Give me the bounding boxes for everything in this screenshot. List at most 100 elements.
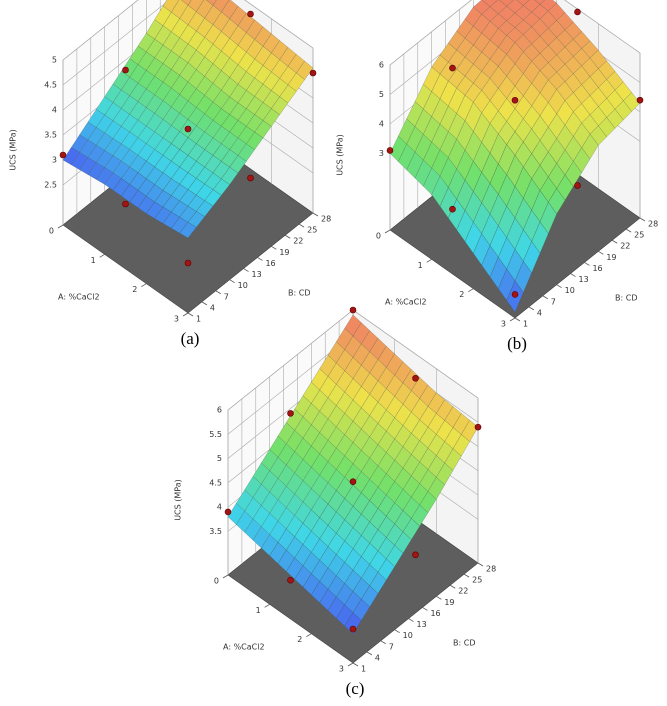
x-tick-label: 3 bbox=[174, 315, 179, 324]
y-tick-label: 19 bbox=[279, 248, 289, 257]
design-point bbox=[412, 374, 419, 382]
y-axis-label: B: CD bbox=[288, 289, 310, 298]
surface-cell bbox=[344, 612, 362, 635]
tick-mark bbox=[584, 262, 590, 266]
design-point bbox=[574, 182, 581, 189]
y-tick-label: 1 bbox=[196, 315, 201, 324]
y-tick-label: 1 bbox=[523, 320, 528, 329]
z-axis-label: UCS (MPa) bbox=[174, 479, 183, 521]
y-tick-label: 7 bbox=[224, 292, 229, 301]
x-axis-label: A: %CaCl2 bbox=[58, 293, 100, 302]
caption: (c) bbox=[346, 679, 365, 698]
tick-mark bbox=[380, 640, 386, 645]
design-point bbox=[474, 423, 482, 431]
x-axis-label: A: %CaCl2 bbox=[223, 643, 265, 652]
tick-mark bbox=[141, 283, 147, 288]
tick-mark bbox=[570, 273, 576, 277]
tick-mark bbox=[264, 603, 270, 608]
tick-mark bbox=[612, 239, 618, 244]
y-tick-label: 4 bbox=[210, 303, 215, 312]
tick-mark bbox=[298, 223, 305, 228]
y-tick-label: 7 bbox=[389, 642, 394, 651]
y-tick-label: 28 bbox=[648, 220, 658, 229]
tick-mark bbox=[306, 633, 312, 638]
tick-mark bbox=[463, 573, 470, 578]
tick-mark bbox=[639, 217, 646, 222]
y-tick-label: 28 bbox=[486, 565, 496, 574]
design-point bbox=[287, 410, 294, 417]
x-tick-label: 1 bbox=[91, 256, 96, 265]
design-point bbox=[309, 69, 317, 77]
design-point bbox=[287, 576, 294, 584]
tick-mark bbox=[187, 312, 194, 317]
design-point bbox=[636, 96, 644, 104]
tick-mark bbox=[598, 250, 604, 255]
tick-mark bbox=[182, 312, 189, 317]
tick-mark bbox=[312, 212, 319, 217]
tick-mark bbox=[556, 284, 562, 289]
tick-mark bbox=[436, 595, 442, 600]
tick-mark bbox=[57, 224, 64, 229]
design-point bbox=[122, 200, 129, 208]
tick-mark bbox=[257, 257, 263, 261]
tick-mark bbox=[542, 295, 548, 300]
tick-mark bbox=[384, 229, 391, 234]
y-tick-label: 10 bbox=[238, 281, 248, 290]
x-tick-label: 0 bbox=[214, 577, 219, 586]
tick-mark bbox=[477, 562, 484, 567]
y-tick-label: 10 bbox=[403, 631, 413, 640]
z-tick-label: 3.5 bbox=[209, 527, 222, 536]
design-point bbox=[122, 66, 129, 74]
tick-mark bbox=[509, 317, 516, 322]
caption: (b) bbox=[507, 334, 527, 353]
y-tick-label: 10 bbox=[565, 286, 575, 295]
design-point bbox=[247, 174, 254, 182]
y-tick-label: 22 bbox=[620, 242, 630, 251]
y-tick-label: 16 bbox=[592, 264, 602, 273]
x-tick-label: 3 bbox=[339, 665, 344, 674]
design-point bbox=[386, 147, 394, 154]
x-tick-label: 1 bbox=[418, 261, 423, 270]
z-axis-label: UCS (MPa) bbox=[336, 134, 345, 176]
tick-mark bbox=[352, 662, 359, 667]
design-point bbox=[511, 291, 519, 298]
design-point bbox=[449, 64, 456, 72]
tick-mark bbox=[422, 607, 428, 611]
tick-mark bbox=[408, 618, 414, 622]
y-tick-label: 13 bbox=[252, 270, 262, 279]
tick-mark bbox=[625, 228, 632, 233]
design-point bbox=[349, 306, 357, 314]
design-point bbox=[349, 478, 357, 485]
z-tick-label: 6 bbox=[217, 406, 222, 415]
tick-mark bbox=[222, 574, 229, 579]
x-tick-label: 0 bbox=[376, 232, 381, 241]
z-tick-label: 6 bbox=[379, 61, 384, 70]
z-tick-label: 3 bbox=[52, 156, 57, 165]
y-tick-label: 25 bbox=[307, 226, 317, 235]
y-tick-label: 25 bbox=[472, 576, 482, 585]
tick-mark bbox=[450, 584, 456, 589]
y-tick-label: 16 bbox=[265, 259, 275, 268]
tick-mark bbox=[271, 245, 277, 250]
tick-mark bbox=[99, 253, 105, 258]
design-point bbox=[59, 151, 67, 159]
y-tick-label: 28 bbox=[321, 215, 331, 224]
z-tick-label: 4 bbox=[52, 106, 57, 115]
x-tick-label: 2 bbox=[132, 285, 137, 294]
design-point bbox=[224, 508, 232, 516]
design-point bbox=[412, 551, 419, 559]
tick-mark bbox=[394, 629, 400, 634]
z-tick-label: 5 bbox=[52, 56, 57, 65]
x-tick-label: 2 bbox=[459, 290, 464, 299]
tick-mark bbox=[366, 651, 373, 656]
design-point bbox=[449, 205, 456, 213]
z-tick-label: 4 bbox=[379, 119, 384, 128]
caption: (a) bbox=[181, 329, 200, 348]
tick-mark bbox=[347, 662, 354, 667]
x-tick-label: 2 bbox=[297, 635, 302, 644]
tick-mark bbox=[201, 301, 208, 306]
design-point bbox=[511, 96, 519, 104]
x-axis-label: A: %CaCl2 bbox=[385, 298, 427, 307]
